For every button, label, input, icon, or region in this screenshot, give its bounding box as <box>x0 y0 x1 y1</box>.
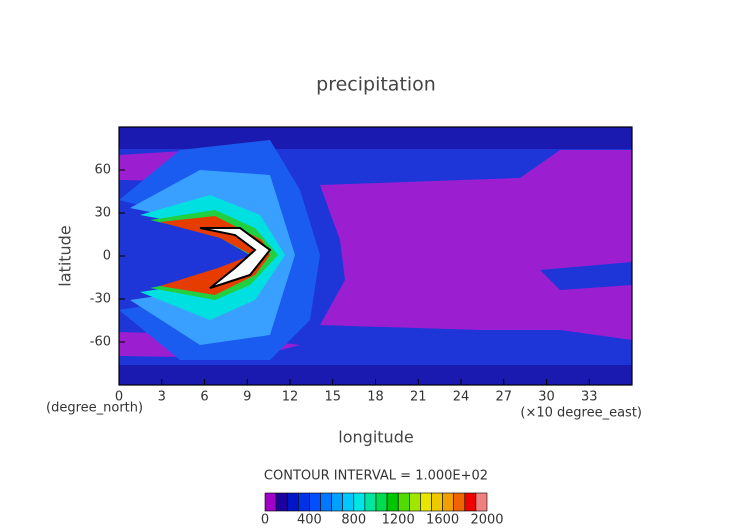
colorbar-box <box>353 492 366 512</box>
y-tick-label: -60 <box>90 335 111 350</box>
colorbar-label: 2000 <box>470 513 503 528</box>
colorbar-box <box>475 492 488 512</box>
colorbar-box <box>431 492 443 512</box>
x-tick-label: 30 <box>538 390 555 405</box>
colorbar-box <box>331 492 344 512</box>
colorbar-box <box>364 492 377 512</box>
contour-field <box>119 127 632 385</box>
y-tick-label: 60 <box>94 163 111 178</box>
x-tick-label: 24 <box>453 390 470 405</box>
x-tick-label: 27 <box>495 390 512 405</box>
x-tick-label: 15 <box>324 390 341 405</box>
colorbar-box <box>286 492 299 512</box>
x-tick-label: 12 <box>282 390 299 405</box>
y-unit: (degree_north) <box>46 401 143 416</box>
colorbar-box <box>386 492 399 512</box>
y-axis-label: latitude <box>56 225 75 286</box>
colorbar-box <box>342 492 355 512</box>
y-tick-label: 0 <box>103 249 111 264</box>
x-tick-label: 33 <box>581 390 598 405</box>
colorbar-label: 0 <box>261 513 269 528</box>
x-tick-label: 6 <box>200 390 208 405</box>
x-tick-label: 21 <box>410 390 427 405</box>
y-tick-label: -30 <box>90 292 111 307</box>
colorbar-box <box>442 492 455 512</box>
colorbar-box <box>320 492 332 512</box>
colorbar-box <box>397 492 410 512</box>
colorbar-label: 800 <box>341 513 366 528</box>
x-tick-label: 18 <box>367 390 384 405</box>
colorbar-box <box>264 492 277 512</box>
colorbar-label: 400 <box>297 513 322 528</box>
colorbar-box <box>375 492 388 512</box>
colorbar-box <box>309 492 321 512</box>
colorbar-label: 1600 <box>426 513 459 528</box>
x-tick-label: 9 <box>243 390 251 405</box>
x-unit: (×10 degree_east) <box>520 406 642 421</box>
colorbar-label: 1200 <box>382 513 415 528</box>
x-tick-label: 0 <box>115 390 123 405</box>
colorbar-box <box>420 492 432 512</box>
chart-title: precipitation <box>316 74 436 96</box>
colorbar-box <box>297 492 310 512</box>
x-tick-label: 3 <box>158 390 166 405</box>
colorbar-box <box>275 492 288 512</box>
contour-note: CONTOUR INTERVAL = 1.000E+02 <box>264 469 488 484</box>
y-tick-label: 30 <box>94 206 111 221</box>
x-axis-label: longitude <box>338 428 413 447</box>
colorbar-box <box>408 492 421 512</box>
colorbar-box <box>453 492 466 512</box>
colorbar-box <box>464 492 477 512</box>
